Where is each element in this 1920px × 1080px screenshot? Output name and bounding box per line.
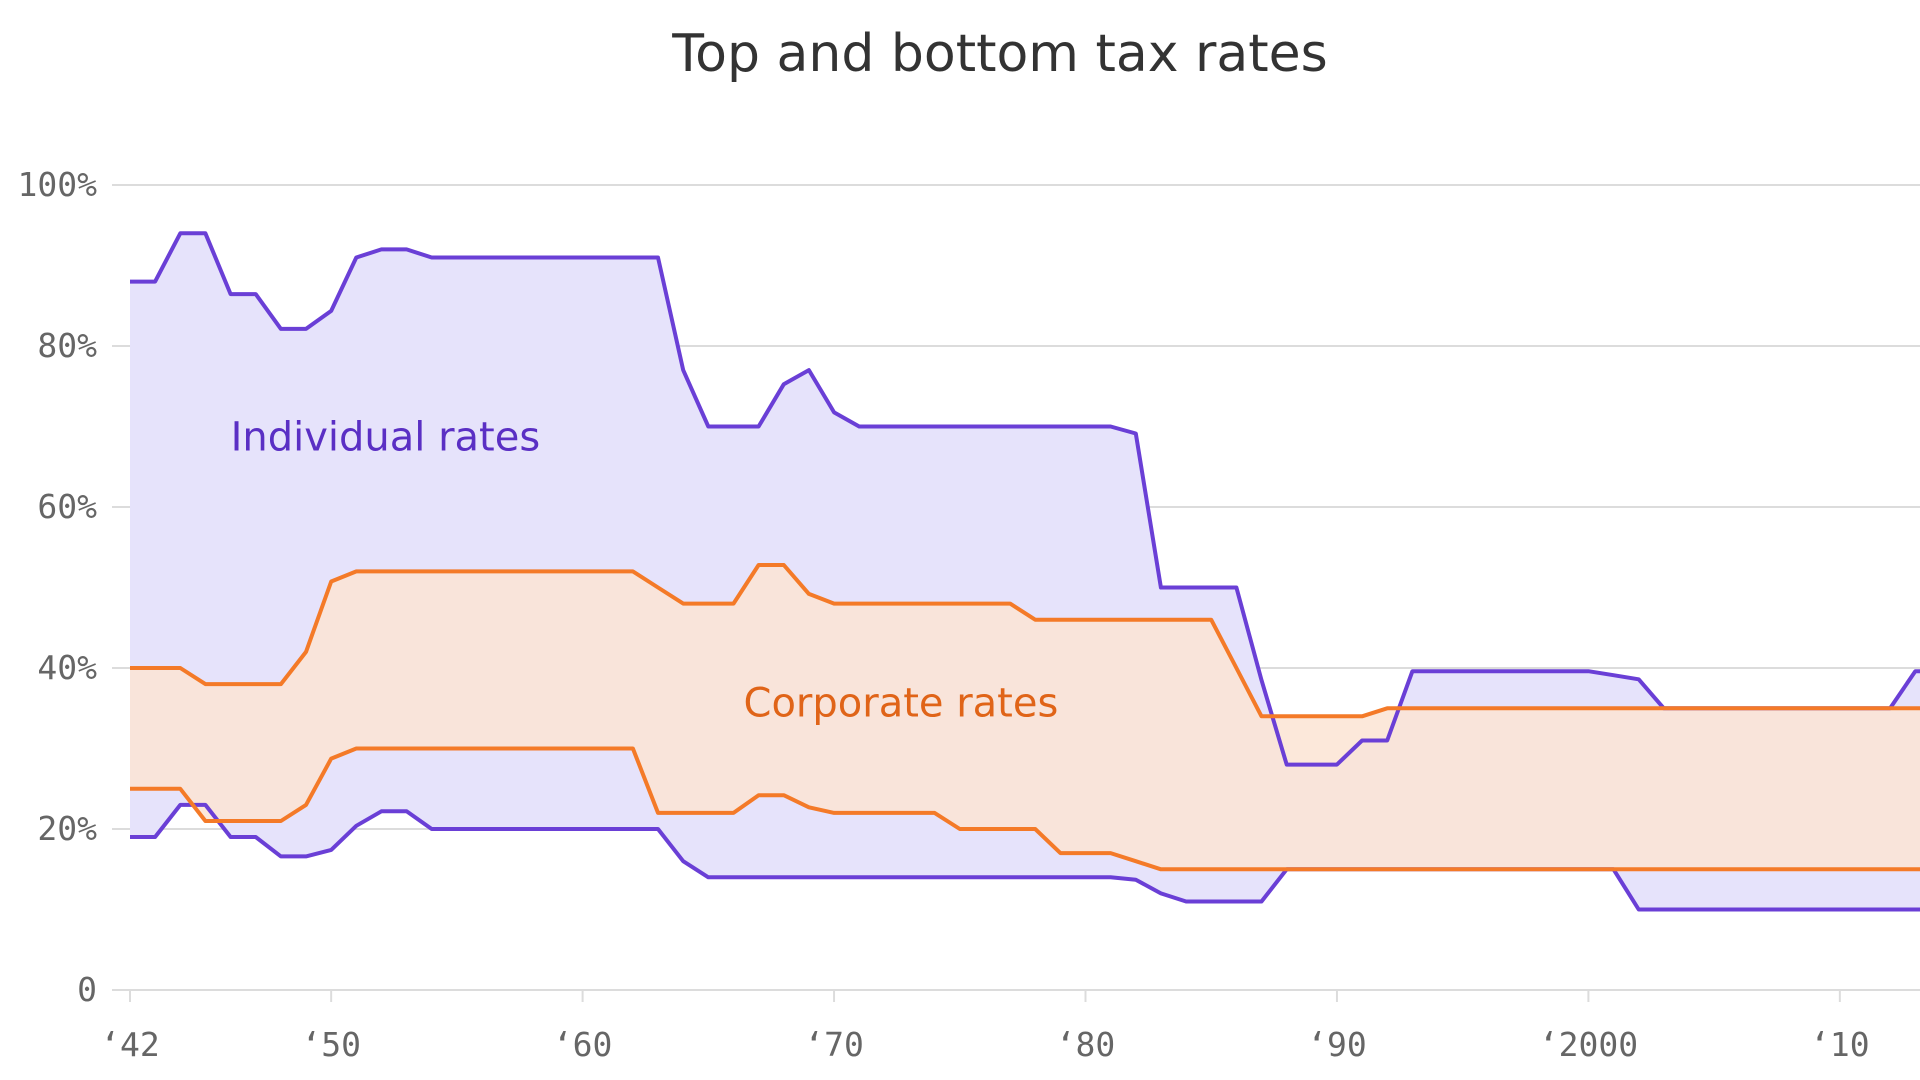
x-tick-label: ‘80 [1056, 1025, 1116, 1064]
chart-title: Top and bottom tax rates [672, 24, 1328, 84]
x-tick-label: ‘60 [553, 1025, 613, 1064]
x-tick-label: ‘50 [301, 1025, 361, 1064]
y-tick-label: 20% [37, 809, 97, 848]
corporate-rates-label: Corporate rates [744, 680, 1059, 726]
x-tick-label: ‘2000 [1539, 1025, 1638, 1064]
y-tick-label: 40% [37, 648, 97, 687]
corporate-top-rate-line [130, 563, 1920, 719]
y-tick-label: 60% [37, 487, 97, 526]
corporate-rates-area [130, 565, 1920, 870]
x-tick-label: ‘90 [1307, 1025, 1367, 1064]
x-tick-label: ‘42 [100, 1025, 160, 1064]
y-tick-label: 100% [18, 165, 98, 204]
individual-bottom-rate-line [130, 802, 1920, 912]
individual-rates-label: Individual rates [231, 415, 541, 461]
corporate-bottom-rate-line [130, 746, 1920, 872]
x-tick-label: ‘70 [804, 1025, 864, 1064]
y-tick-label: 80% [37, 326, 97, 365]
y-tick-label: 0 [77, 970, 97, 1009]
x-tick-label: ‘10 [1810, 1025, 1870, 1064]
